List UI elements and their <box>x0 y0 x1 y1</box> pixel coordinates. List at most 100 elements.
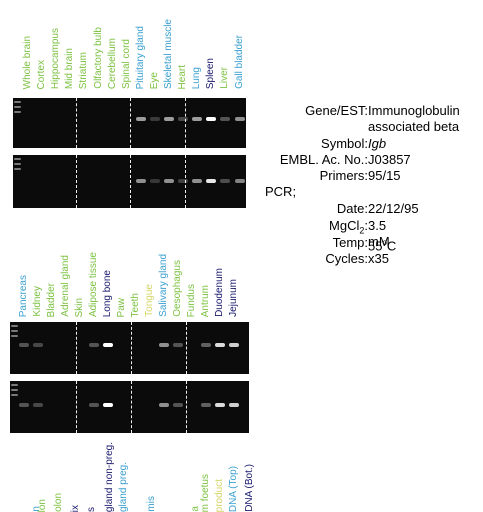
lane-label: Mid brain <box>64 47 76 89</box>
text: MgCl <box>329 218 360 233</box>
lane-divider <box>130 98 131 148</box>
band <box>19 403 29 407</box>
ladder <box>14 101 21 103</box>
cycles-label: Cycles: <box>325 251 368 266</box>
lane-label: product <box>214 478 225 512</box>
mgcl: 3.5 mM <box>368 218 390 249</box>
mgcl-label: MgCl2: <box>168 218 368 239</box>
band <box>220 117 231 121</box>
ladder <box>11 325 18 327</box>
lane-label: Spleen <box>205 57 217 89</box>
symbol: Igb <box>368 136 387 151</box>
band <box>173 403 183 407</box>
lane-label: Eye <box>148 71 160 89</box>
temp: 55oC <box>368 235 396 254</box>
ladder <box>14 163 21 165</box>
lane-label: Whole brain <box>22 35 33 89</box>
symbol-label: Symbol: <box>321 136 368 151</box>
text: 55 <box>368 238 383 254</box>
lane-label: Antrum <box>200 284 211 317</box>
ladder <box>11 335 18 337</box>
lane-label: mis <box>146 496 157 512</box>
lane-label: Hippocampus <box>50 27 62 89</box>
ladder <box>11 330 18 332</box>
lane-label: Pancreas <box>18 274 29 317</box>
band <box>19 343 29 347</box>
band <box>215 343 225 347</box>
lane-label: olon <box>53 493 64 512</box>
band <box>178 179 189 183</box>
sup: o <box>382 238 387 247</box>
lane-label: Adipose tissue <box>88 251 99 317</box>
gel-image <box>10 322 249 374</box>
date: 22/12/95 <box>368 201 419 216</box>
band <box>103 403 113 407</box>
ladder <box>14 111 21 113</box>
lane-label: Striatum <box>78 51 90 89</box>
lane-label: Kidney <box>32 286 43 317</box>
lane-label: lon <box>37 498 48 512</box>
lane-label: Skin <box>74 297 85 317</box>
band <box>206 179 217 183</box>
primers: 95/15 <box>368 168 401 183</box>
lane-divider <box>186 322 187 374</box>
band <box>192 117 203 121</box>
band <box>33 403 43 407</box>
lane-label: gland non-preg. <box>104 441 115 512</box>
lane-label: m foetus <box>200 473 211 512</box>
band <box>149 117 160 121</box>
lane-divider <box>186 381 187 433</box>
band <box>103 343 113 347</box>
band <box>192 179 203 183</box>
lane-label: Long bone <box>102 269 113 317</box>
lane-label: Duodenum <box>214 268 225 317</box>
ladder <box>11 394 18 396</box>
ladder <box>14 168 21 170</box>
band <box>178 117 189 121</box>
lane-label: Olfactory bulb <box>92 27 104 89</box>
lane-divider <box>130 155 131 208</box>
lane-label: Fundus <box>186 283 197 317</box>
lane-label: Jejunum <box>228 279 239 317</box>
lane-label: Cortex <box>36 59 48 89</box>
band <box>173 343 183 347</box>
band <box>215 403 225 407</box>
gel-image <box>10 381 249 433</box>
lane-divider <box>185 98 186 148</box>
ladder <box>11 389 18 391</box>
lane-label: Lung <box>191 66 203 89</box>
pcr: PCR; <box>265 184 297 199</box>
band <box>159 343 169 347</box>
lane-label: Bladder <box>46 282 57 317</box>
lane-divider <box>185 155 186 208</box>
lane-divider <box>76 155 77 208</box>
lane-label: Tongue <box>144 284 155 317</box>
lane-divider <box>76 381 77 433</box>
lane-divider <box>76 98 77 148</box>
gel-image <box>13 155 246 208</box>
band <box>149 179 160 183</box>
gene-label: Gene/EST: <box>305 103 368 118</box>
lane-label: DNA (Bot.) <box>244 464 255 512</box>
band <box>135 117 146 121</box>
temp-label: Temp: <box>332 235 368 250</box>
lane-label: Liver <box>219 67 231 89</box>
lane-label: ix <box>70 504 81 512</box>
band <box>164 117 174 121</box>
ladder <box>11 384 18 386</box>
lane-label: Pituitary gland <box>134 25 146 89</box>
sub: 2 <box>359 225 365 236</box>
band <box>220 179 231 183</box>
lane-label: Paw <box>116 297 127 317</box>
lane-label: Skeletal muscle <box>163 18 174 89</box>
lane-label: s <box>86 507 97 512</box>
band <box>234 117 245 121</box>
lane-label: Salivary gland <box>158 254 169 317</box>
embl: J03857 <box>368 152 411 167</box>
text: C <box>386 238 397 254</box>
embl-label: EMBL. Ac. No.: <box>279 152 368 167</box>
band <box>89 343 99 347</box>
band <box>229 403 239 407</box>
lane-divider <box>131 322 132 374</box>
